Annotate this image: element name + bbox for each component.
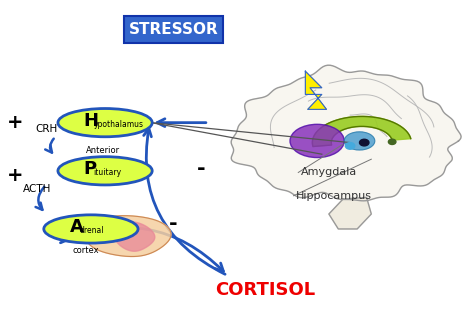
Circle shape — [359, 139, 369, 146]
Circle shape — [388, 139, 396, 144]
Text: ypothalamus: ypothalamus — [93, 120, 143, 129]
Text: cortex: cortex — [72, 246, 99, 255]
Text: Anterior: Anterior — [86, 146, 120, 155]
Polygon shape — [231, 65, 461, 201]
Text: drenal: drenal — [79, 226, 104, 236]
FancyBboxPatch shape — [124, 16, 223, 43]
Polygon shape — [305, 71, 327, 109]
Text: A: A — [70, 218, 83, 236]
Text: CORTISOL: CORTISOL — [215, 281, 315, 299]
Polygon shape — [114, 222, 155, 251]
Text: P: P — [84, 160, 97, 178]
Text: ituitary: ituitary — [93, 168, 121, 177]
Text: H: H — [84, 112, 99, 130]
Ellipse shape — [344, 132, 375, 150]
Text: -: - — [197, 159, 206, 179]
Text: -: - — [169, 214, 178, 234]
Polygon shape — [329, 197, 371, 229]
Text: CRH: CRH — [35, 124, 57, 134]
Text: +: + — [7, 113, 24, 132]
Text: STRESSOR: STRESSOR — [128, 22, 218, 37]
Ellipse shape — [58, 157, 152, 185]
Text: +: + — [7, 166, 24, 185]
Text: ACTH: ACTH — [23, 184, 51, 194]
Polygon shape — [312, 117, 411, 146]
Text: Amygdala: Amygdala — [301, 168, 357, 178]
Circle shape — [346, 143, 355, 149]
Ellipse shape — [58, 109, 152, 137]
Ellipse shape — [44, 215, 138, 243]
Text: Hippocampus: Hippocampus — [296, 191, 372, 201]
Ellipse shape — [290, 124, 344, 157]
Polygon shape — [86, 216, 171, 257]
